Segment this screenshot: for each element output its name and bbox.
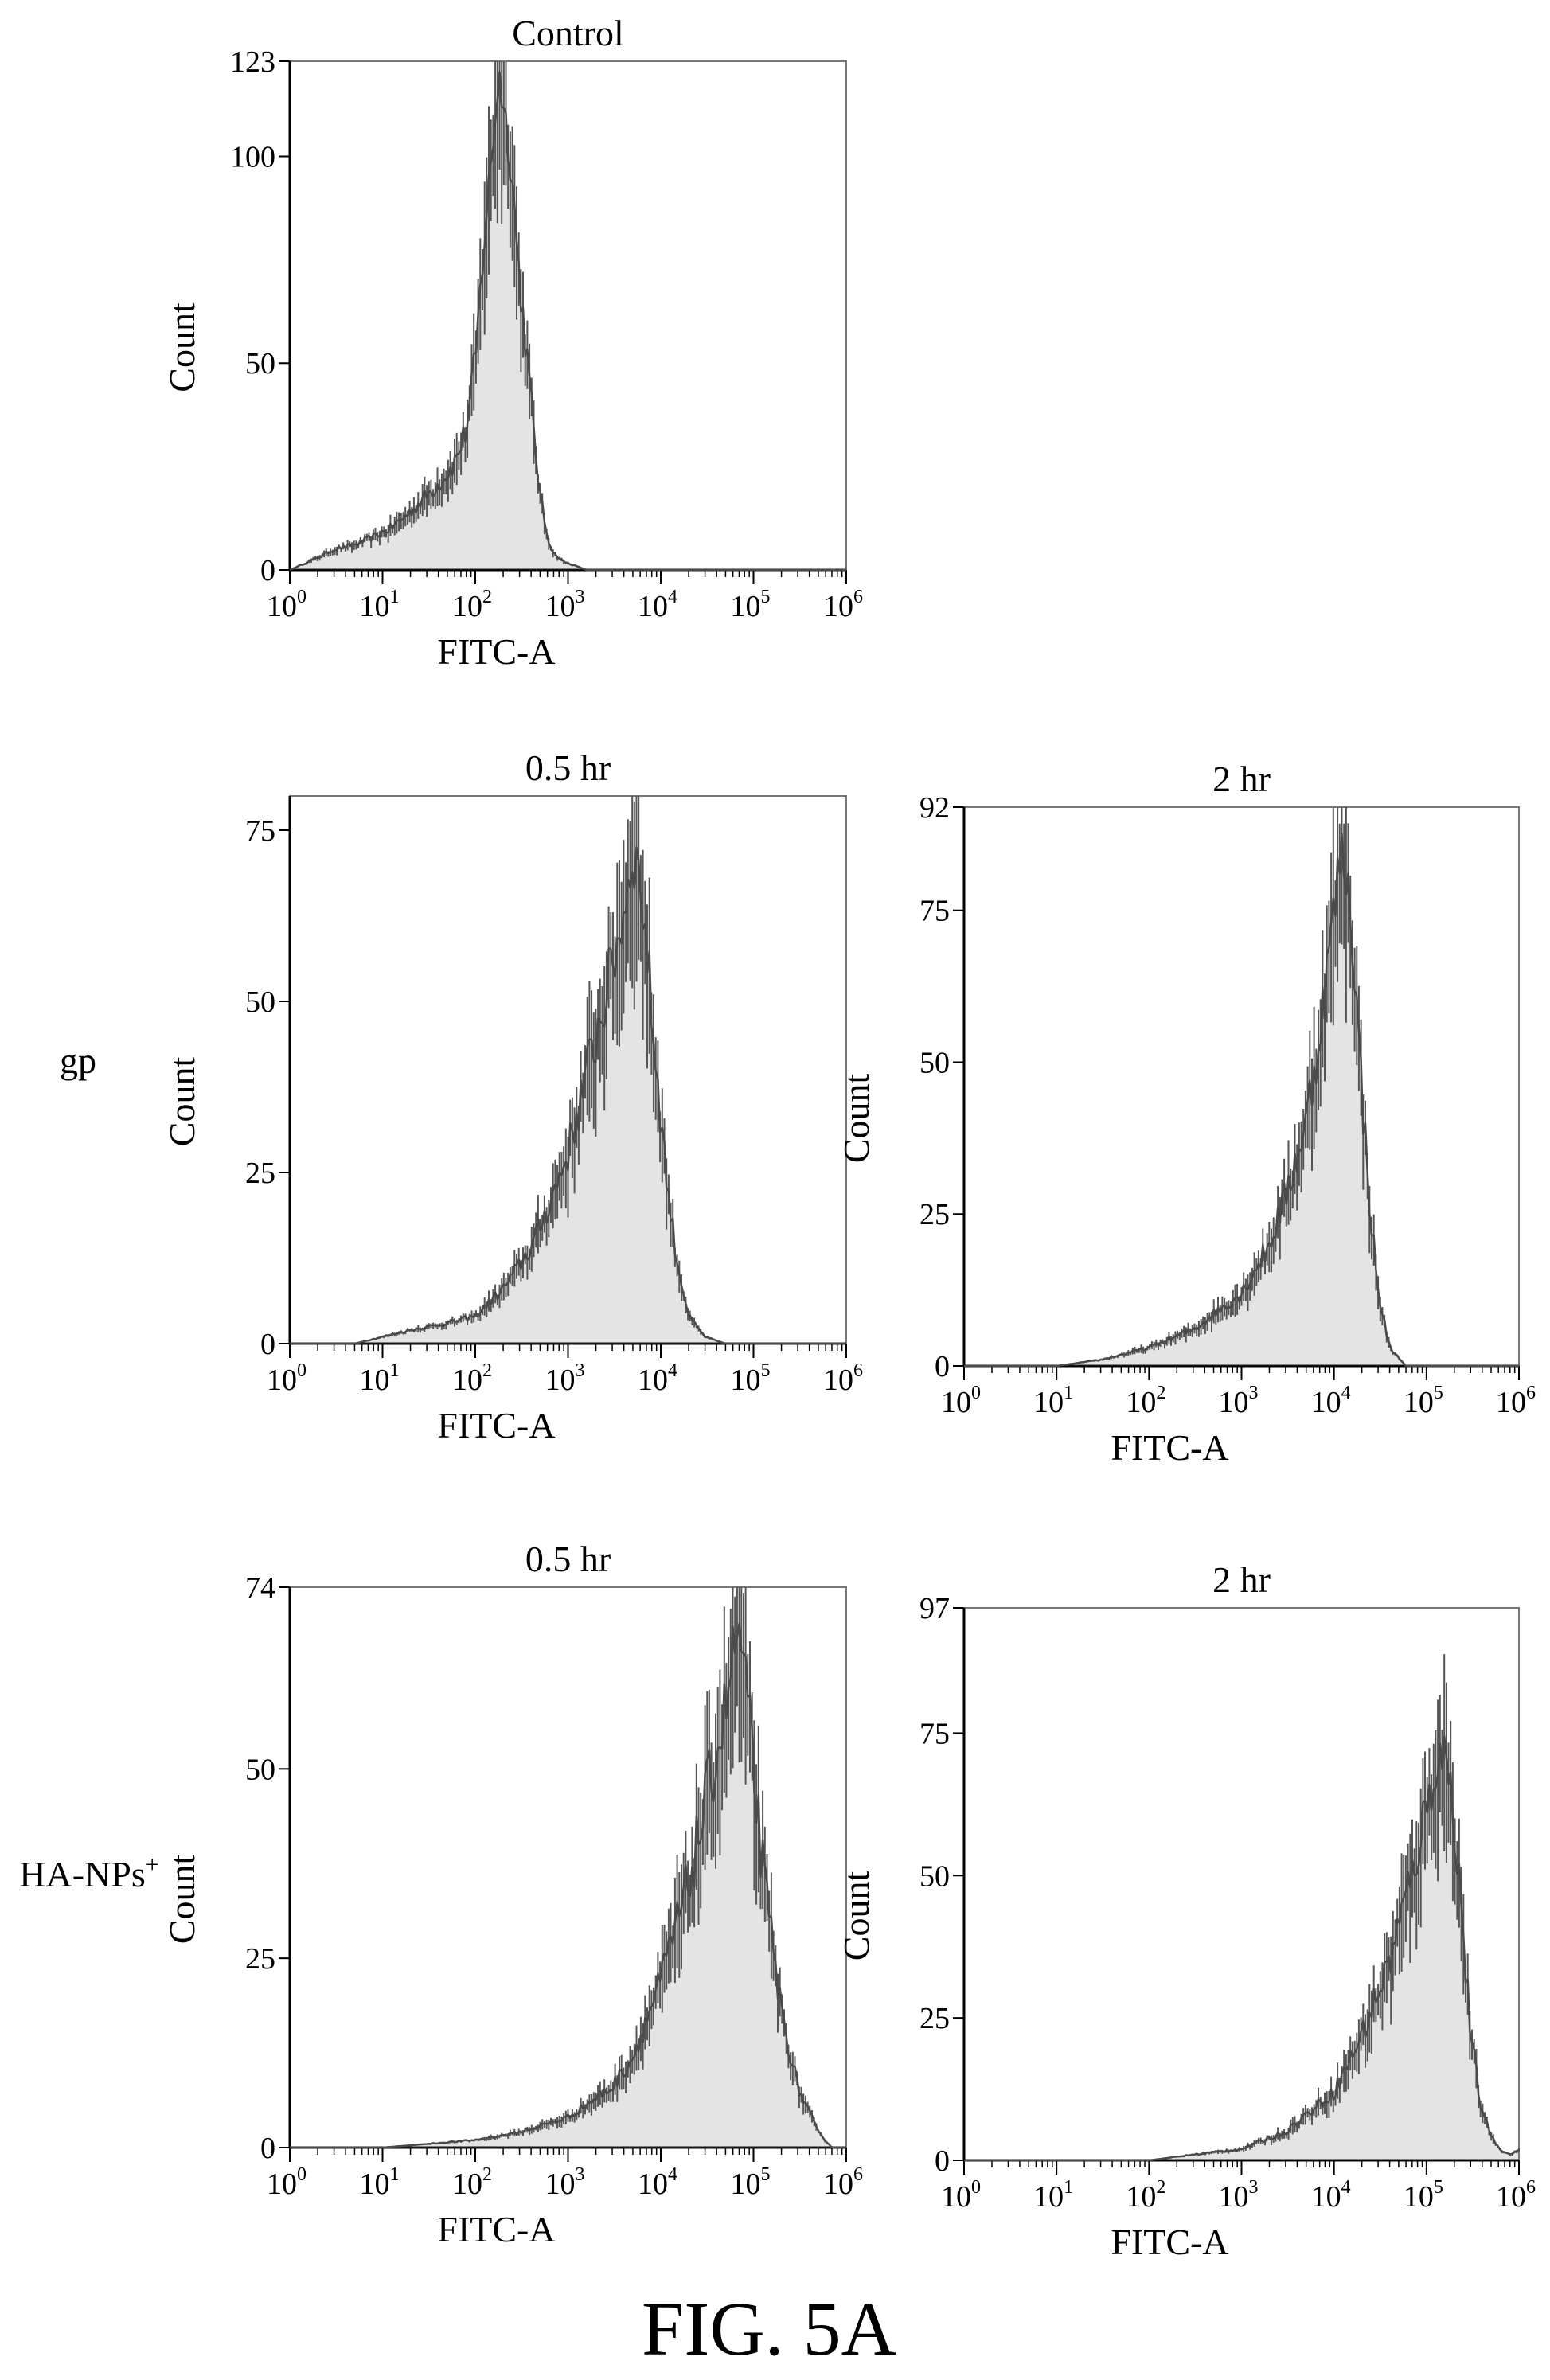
x-tick-label: 100: [267, 1360, 306, 1397]
chart-title: 0.5 hr: [525, 747, 611, 788]
y-tick-label: 25: [919, 2002, 950, 2035]
y-tick-label: 74: [245, 1571, 275, 1605]
y-tick-label: 92: [919, 791, 950, 825]
y-tick-label: 75: [919, 895, 950, 928]
x-axis-label: FITC-A: [437, 1405, 555, 1446]
chart-ha-0.5hr: 100 101 102 103 104 105 106 0 25 50 74 0.5 hr FITC-A…: [162, 1539, 863, 2249]
histogram-line: [290, 1622, 846, 2149]
y-tick-label: 50: [245, 1753, 275, 1786]
histogram-line: [289, 70, 846, 572]
x-tick-label: 103: [545, 2164, 585, 2201]
y-tick-label: 25: [245, 1157, 275, 1190]
x-tick-label: 106: [823, 2164, 863, 2201]
histogram-area: [290, 1623, 846, 2148]
x-tick-label: 102: [1126, 2177, 1165, 2214]
chart-title: 2 hr: [1212, 759, 1271, 799]
y-tick-label: 0: [260, 1328, 275, 1361]
x-tick-label: 101: [360, 587, 400, 623]
chart-title: 2 hr: [1212, 1559, 1271, 1600]
y-tick-label: 50: [919, 1859, 950, 1893]
chart-title: Control: [512, 13, 624, 53]
row-label-ha-nps: HA-NPs+: [19, 1851, 158, 1894]
x-tick-label: 100: [941, 1383, 981, 1419]
row-label-ha-nps-main: HA-NPs: [19, 1854, 145, 1894]
x-tick-label: 103: [545, 1360, 585, 1397]
x-tick-label: 105: [1404, 1383, 1443, 1419]
x-tick-label: 103: [1219, 1383, 1259, 1419]
row-label-gp: gp: [60, 1040, 96, 1081]
y-axis-label: Count: [162, 302, 202, 392]
y-tick-label: 50: [919, 1046, 950, 1079]
x-tick-label: 101: [360, 1360, 400, 1397]
x-tick-label: 102: [452, 587, 492, 623]
y-tick-label: 50: [245, 985, 275, 1019]
x-axis-label: FITC-A: [1111, 1427, 1228, 1468]
x-tick-label: 105: [1404, 2177, 1443, 2214]
row-label-ha-nps-superscript: +: [146, 1851, 159, 1878]
histogram-area: [964, 1736, 1519, 2160]
x-tick-label: 102: [452, 1360, 492, 1397]
chart-gp-2hr: 100 101 102 103 104 105 106 0 25 50 75 92 2 hr FITC-A…: [836, 759, 1536, 1468]
y-tick-label: 0: [260, 2132, 275, 2165]
x-tick-label: 104: [638, 1360, 677, 1397]
x-tick-label: 100: [267, 2164, 306, 2201]
histogram-line: [964, 832, 1519, 1368]
y-axis-label: Count: [162, 1057, 202, 1147]
y-tick-label: 25: [919, 1198, 950, 1231]
y-tick-label: 50: [245, 347, 275, 380]
x-tick-label: 100: [267, 587, 306, 623]
x-tick-label: 106: [1496, 2177, 1536, 2214]
x-tick-label: 106: [1496, 1383, 1536, 1419]
y-axis-label: Count: [836, 1074, 877, 1164]
x-tick-label: 104: [638, 2164, 677, 2201]
histogram-line: [964, 1735, 1520, 2162]
x-tick-label: 104: [1311, 1383, 1351, 1419]
chart-ha-2hr: 100 101 102 103 104 105 106 0 25 50 75 97 2 hr FITC-A…: [836, 1559, 1536, 2262]
x-tick-label: 105: [731, 1360, 771, 1397]
y-tick-label: 0: [935, 2144, 950, 2178]
x-tick-label: 105: [731, 2164, 771, 2201]
figure-caption: FIG. 5A: [642, 2286, 896, 2371]
x-tick-label: 101: [1033, 2177, 1073, 2214]
x-tick-label: 101: [1033, 1383, 1073, 1419]
x-tick-label: 103: [545, 587, 585, 623]
x-tick-label: 102: [452, 2164, 492, 2201]
chart-title: 0.5 hr: [525, 1539, 611, 1579]
x-tick-label: 101: [360, 2164, 400, 2201]
histogram-area: [290, 847, 846, 1344]
histogram-line: [290, 845, 846, 1345]
chart-control: 100 101 102 103 104 105 106 0 50 100 123 Control FIT…: [162, 13, 863, 672]
y-tick-label: 25: [245, 1942, 275, 1976]
x-tick-label: 105: [731, 587, 771, 623]
x-tick-label: 100: [941, 2177, 981, 2214]
y-axis-label: Count: [836, 1871, 877, 1961]
x-axis-label: FITC-A: [1111, 2222, 1228, 2262]
x-tick-label: 102: [1126, 1383, 1165, 1419]
y-tick-label: 100: [230, 140, 275, 174]
y-tick-label: 97: [919, 1592, 950, 1625]
y-tick-label: 75: [919, 1717, 950, 1750]
x-tick-label: 106: [823, 1360, 863, 1397]
x-tick-label: 104: [638, 587, 677, 623]
x-tick-label: 103: [1219, 2177, 1259, 2214]
x-tick-label: 106: [823, 587, 863, 623]
y-tick-label: 123: [230, 45, 275, 79]
y-tick-label: 0: [260, 554, 275, 587]
y-axis-label: Count: [162, 1855, 202, 1945]
x-axis-label: FITC-A: [437, 631, 555, 672]
chart-gp-0.5hr: 100 101 102 103 104 105 106 0 25 50 75 0.5 hr FITC-A…: [162, 747, 863, 1446]
x-axis-label: FITC-A: [437, 2209, 555, 2249]
y-tick-label: 0: [935, 1350, 950, 1383]
y-tick-label: 75: [245, 814, 275, 848]
x-tick-label: 104: [1311, 2177, 1351, 2214]
